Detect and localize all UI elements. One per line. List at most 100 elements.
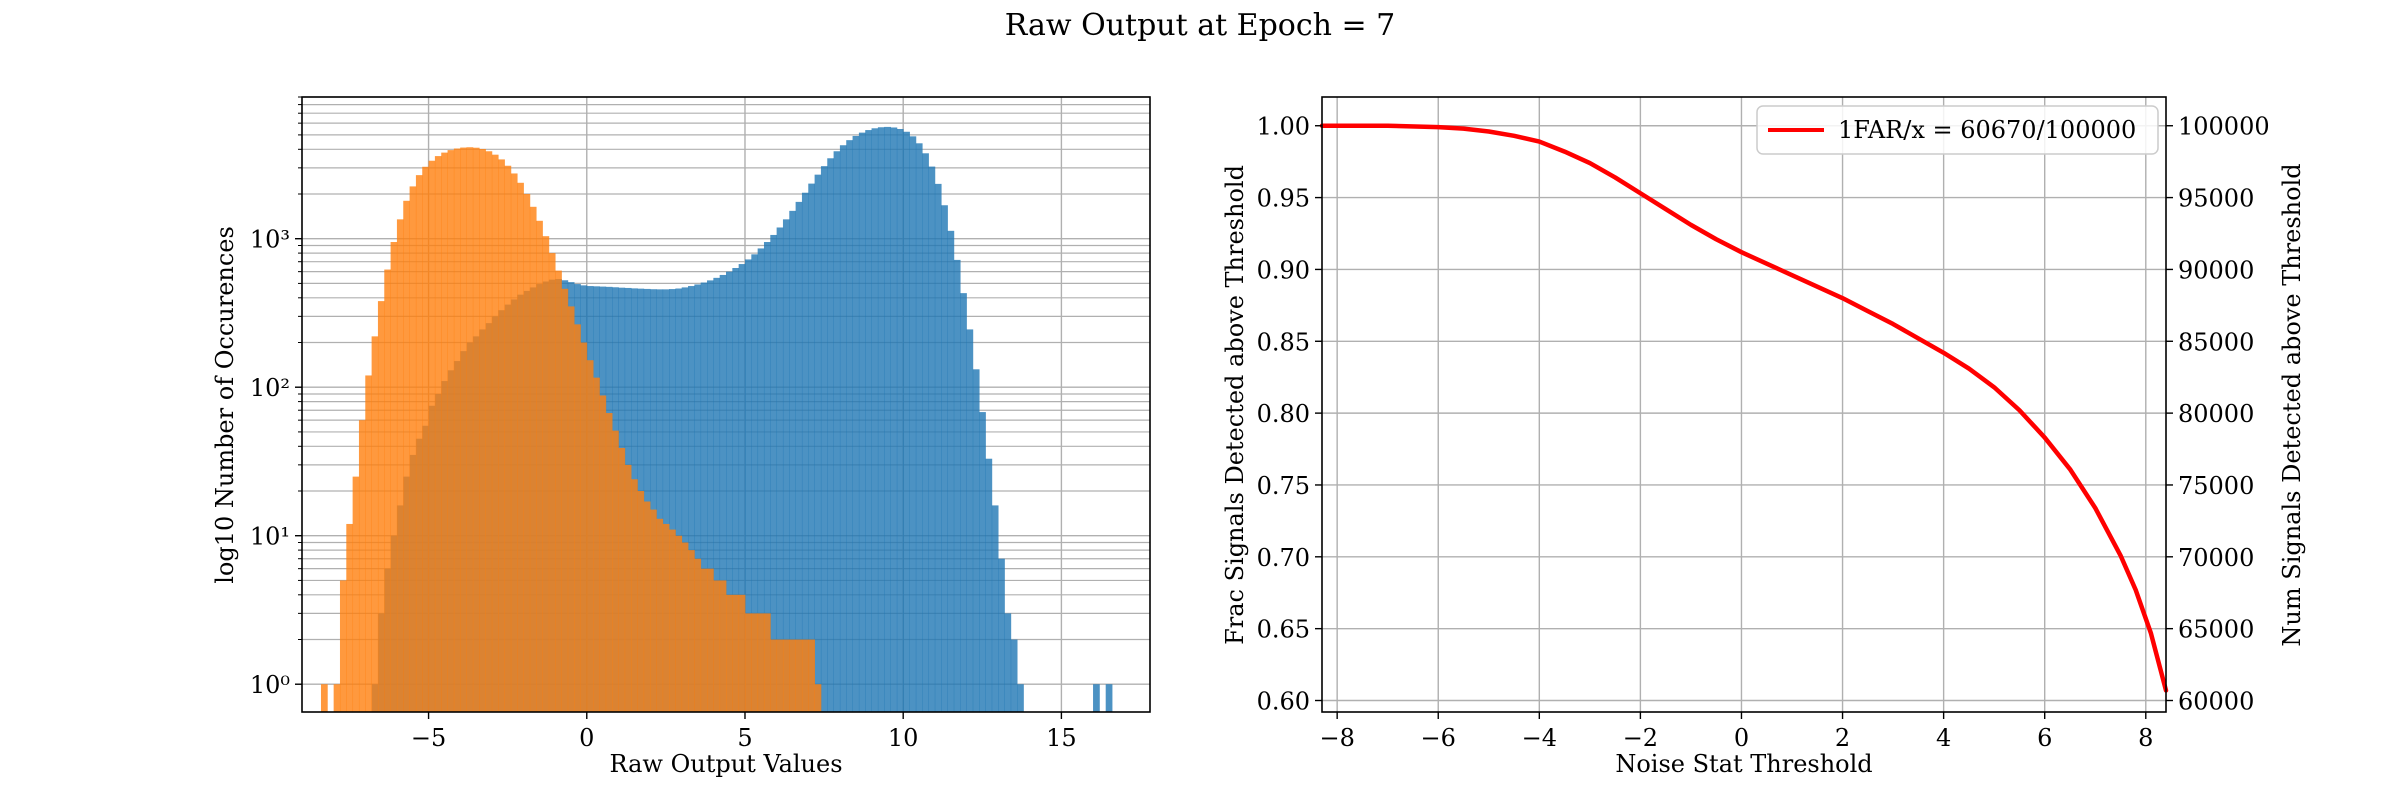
histogram-bar	[1010, 639, 1018, 712]
histogram-bar	[339, 580, 347, 712]
histogram-bar	[472, 147, 480, 713]
histogram-y-tick-label: 10²	[250, 374, 290, 402]
histogram-bar	[542, 281, 550, 712]
histogram-bar	[839, 145, 847, 713]
histogram-bar	[580, 342, 588, 712]
histogram-bar	[966, 329, 974, 712]
histogram-bar	[865, 130, 872, 712]
histogram-bar	[776, 227, 784, 713]
line-chart-x-tick-label: 0	[1734, 724, 1749, 752]
histogram-bar	[605, 413, 613, 712]
histogram-bar	[675, 288, 683, 712]
line-chart-right-y-tick-label: 75000	[2178, 472, 2254, 500]
histogram-bar	[681, 287, 689, 712]
histogram-bar	[757, 613, 765, 712]
histogram-bar	[915, 143, 923, 712]
histogram-bar	[782, 219, 790, 712]
histogram-bar	[365, 375, 373, 712]
histogram-bar	[700, 282, 708, 712]
line-chart-y-tick-label: 0.65	[1257, 616, 1310, 644]
histogram-bar	[390, 242, 398, 712]
histogram-bar	[884, 126, 891, 713]
histogram-y-tick-label: 10³	[250, 226, 290, 254]
line-chart-y-tick-label: 0.60	[1257, 688, 1310, 716]
histogram-y-axis-label: log10 Number of Occurences	[211, 226, 239, 584]
line-y-axis-label-left: Frac Signals Detected above Threshold	[1221, 165, 1249, 645]
histogram-bar	[890, 127, 898, 713]
histogram-bar	[941, 205, 948, 712]
histogram-series-1	[371, 126, 1113, 713]
histogram-frame	[301, 96, 1151, 713]
histogram-bar	[593, 286, 600, 712]
histogram-bar	[922, 153, 929, 712]
histogram-bar	[707, 280, 714, 712]
line-chart-y-tick-label: 0.90	[1257, 256, 1310, 284]
histogram-bar	[555, 270, 562, 712]
histogram-bar	[409, 186, 417, 713]
line-chart-y-tick-label: 0.85	[1257, 328, 1310, 356]
histogram-bar	[688, 550, 695, 712]
histogram-bar	[333, 684, 341, 712]
line-chart-right-y-tick-label: 90000	[2178, 256, 2254, 284]
histogram-bar	[707, 568, 714, 712]
histogram-bar	[567, 282, 575, 712]
histogram-bar	[377, 301, 385, 712]
histogram-bar	[599, 286, 607, 712]
histogram-bar	[688, 286, 695, 712]
histogram-bar	[618, 447, 626, 712]
histogram-x-tick-label: 0	[579, 724, 594, 752]
histogram-bar	[1017, 684, 1024, 712]
histogram-bar	[523, 290, 531, 712]
histogram-bar	[517, 294, 524, 712]
histogram-bar	[586, 286, 594, 712]
histogram-bar	[434, 394, 442, 712]
histogram-bar	[447, 370, 455, 712]
histogram-bar	[479, 148, 486, 712]
histogram-bar	[719, 274, 727, 712]
histogram-bar	[536, 284, 543, 712]
histogram-bar	[561, 288, 569, 712]
histogram-bar	[460, 147, 467, 712]
histogram-bar	[561, 280, 569, 712]
histogram-bar	[979, 412, 986, 712]
histogram-bar	[909, 136, 917, 713]
line-chart-right-y-tick-label: 95000	[2178, 185, 2254, 213]
histogram-bar	[548, 279, 556, 712]
histogram-bar	[599, 395, 607, 712]
line-chart-x-tick-label: 6	[2037, 724, 2052, 752]
histogram-bar	[801, 639, 809, 712]
histogram-y-tick-label: 10¹	[250, 523, 290, 551]
histogram-bar	[757, 248, 765, 712]
histogram-bar	[415, 175, 423, 712]
histogram-grid	[302, 96, 1150, 712]
histogram-bar	[441, 381, 448, 712]
histogram-bar	[523, 194, 531, 713]
histogram-bar	[789, 639, 797, 712]
histogram-bar	[567, 306, 575, 712]
histogram-bar	[726, 594, 733, 712]
histogram-bar	[504, 304, 512, 712]
histogram-bar	[428, 160, 436, 712]
histogram-bar	[403, 476, 410, 712]
histogram-bar	[770, 234, 778, 712]
histogram-bar	[460, 351, 467, 712]
histogram-x-axis-label: Raw Output Values	[609, 750, 842, 778]
histogram-bar	[808, 183, 815, 712]
histogram-bar	[656, 518, 664, 712]
line-x-axis-label: Noise Stat Threshold	[1615, 750, 1872, 778]
histogram-bar	[744, 259, 752, 712]
histogram-bar	[858, 132, 866, 712]
histogram-bar	[903, 131, 910, 712]
histogram-bar	[485, 151, 493, 712]
histogram-bar	[631, 479, 638, 712]
histogram-bar	[738, 264, 746, 712]
line-chart-right-y-tick-label: 70000	[2178, 544, 2254, 572]
histogram-bar	[669, 529, 676, 712]
histogram-y-tick-label: 10⁰	[250, 671, 290, 699]
histogram-bar	[795, 639, 803, 712]
histogram-bar	[814, 174, 822, 712]
histogram-bars	[320, 126, 1113, 713]
detection-curve-line	[1319, 123, 2169, 693]
histogram-bar	[643, 501, 651, 712]
